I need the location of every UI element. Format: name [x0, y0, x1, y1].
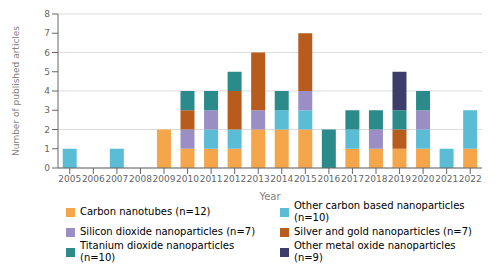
svg-text:2012: 2012 — [223, 174, 246, 184]
html-text:Silver and gold nanoparticles: Silver and gold nanoparticles (n=7) — [294, 226, 472, 237]
svg-text:1: 1 — [44, 144, 50, 154]
html-text:Titanium dioxide nanoparticles: Titanium dioxide nanoparticles (n=10) — [80, 240, 235, 263]
svg-text:2011: 2011 — [200, 174, 223, 184]
svg-text:0: 0 — [44, 163, 50, 173]
svg-text:2006: 2006 — [82, 174, 105, 184]
html-text:Silicon dioxide nanoparticles: Silicon dioxide nanoparticles (n=7) — [80, 226, 255, 237]
svg-text:8: 8 — [44, 9, 50, 19]
svg-text:6: 6 — [44, 48, 50, 58]
svg-text:2017: 2017 — [341, 174, 364, 184]
html-text:Carbon nanotubes (n=12): Carbon nanotubes (n=12) — [80, 206, 211, 217]
svg-text:2009: 2009 — [153, 174, 176, 184]
html-text:Other metal oxide nanoparticle: Other metal oxide nanoparticles (n=9) — [294, 240, 456, 263]
svg-text:2: 2 — [44, 125, 50, 135]
svg-text:3: 3 — [44, 105, 50, 115]
svg-text:2021: 2021 — [435, 174, 458, 184]
html-text:Other carbon based nanoparticl: Other carbon based nanoparticles (n=10) — [294, 200, 465, 223]
svg-text:2016: 2016 — [317, 174, 340, 184]
svg-text:2019: 2019 — [388, 174, 411, 184]
svg-text:2014: 2014 — [270, 174, 293, 184]
svg-text:2013: 2013 — [247, 174, 270, 184]
svg-text:2005: 2005 — [58, 174, 81, 184]
svg-text:2022: 2022 — [459, 174, 482, 184]
svg-text:2020: 2020 — [412, 174, 435, 184]
svg-text:2010: 2010 — [176, 174, 199, 184]
svg-text:2007: 2007 — [105, 174, 128, 184]
svg-text:2015: 2015 — [294, 174, 317, 184]
svg-text:Number of published articles: Number of published articles — [11, 26, 21, 156]
svg-text:5: 5 — [44, 67, 50, 77]
svg-text:2018: 2018 — [365, 174, 388, 184]
svg-text:4: 4 — [44, 86, 50, 96]
svg-text:7: 7 — [44, 28, 50, 38]
svg-text:Year: Year — [258, 191, 281, 202]
svg-text:2008: 2008 — [129, 174, 152, 184]
